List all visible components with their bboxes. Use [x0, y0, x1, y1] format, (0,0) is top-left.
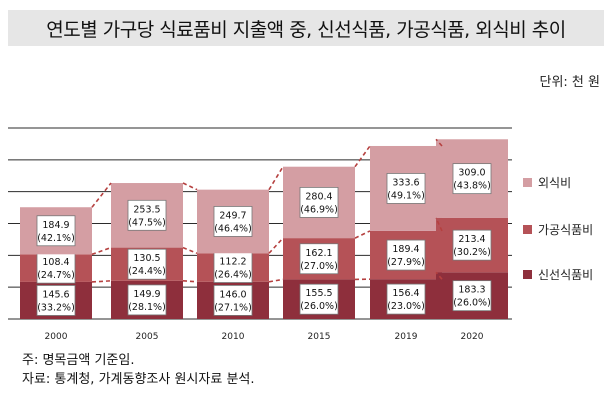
data-label-box — [299, 243, 339, 275]
unit-label: 단위: 천 원 — [539, 75, 601, 90]
connector-line — [268, 278, 284, 283]
data-label-box — [386, 283, 426, 315]
connector-line — [91, 182, 112, 208]
chart-title-bar: 연도별 가구당 식료품비 지출액 중, 신선식품, 가공식품, 외식비 추이 — [8, 10, 604, 46]
data-label-value: 213.4 — [458, 234, 485, 245]
legend-label-processed: 가공식품비 — [538, 223, 594, 237]
connector-line — [354, 145, 371, 168]
data-label-share: (49.1%) — [387, 190, 425, 201]
data-label-value: 249.7 — [219, 210, 246, 221]
data-label-box — [452, 280, 492, 312]
data-label-box — [36, 252, 76, 284]
legend-item-fresh: 신선식품비 — [523, 266, 593, 283]
data-label-share: (42.1%) — [37, 233, 75, 244]
connector-line — [91, 246, 112, 256]
x-tick-label: 2015 — [308, 332, 331, 342]
data-label-share: (24.7%) — [37, 270, 75, 281]
connector-line — [91, 280, 112, 283]
data-label-value: 280.4 — [305, 191, 332, 202]
data-label-box — [299, 187, 339, 218]
connector-line — [435, 271, 443, 280]
data-label-box — [36, 215, 76, 247]
x-tick-label: 2000 — [45, 332, 68, 342]
connector-line — [354, 230, 371, 239]
connector-line — [435, 217, 443, 232]
data-label-share: (28.1%) — [128, 302, 166, 313]
data-label-share: (43.8%) — [453, 181, 491, 192]
data-label-value: 130.5 — [133, 253, 160, 264]
data-label-box — [386, 173, 426, 204]
data-label-value: 155.5 — [305, 288, 332, 299]
x-tick-label: 2020 — [461, 332, 484, 342]
data-label-share: (27.9%) — [387, 257, 425, 268]
legend-label-fresh: 신선식품비 — [538, 268, 594, 282]
legend-item-processed: 가공식품비 — [523, 221, 593, 238]
data-label-value: 108.4 — [42, 257, 69, 268]
connector-line — [182, 182, 198, 191]
data-label-share: (27.0%) — [300, 261, 338, 272]
data-label-value: 146.0 — [219, 289, 246, 300]
connector-line — [268, 166, 284, 191]
data-label-box — [386, 239, 426, 271]
data-label-box — [127, 284, 167, 316]
data-label-value: 333.6 — [392, 177, 419, 188]
data-label-value: 156.4 — [392, 288, 419, 299]
data-label-value: 309.0 — [458, 168, 485, 179]
data-label-share: (24.4%) — [128, 266, 166, 277]
data-label-box — [299, 283, 339, 315]
footnote-source: 자료: 통계청, 가계동향조사 원시자료 분석. — [22, 372, 255, 387]
data-label-share: (26.0%) — [453, 298, 491, 309]
data-label-box — [452, 229, 492, 261]
footnotes: 주: 명목금액 기준임. 자료: 통계청, 가계동향조사 원시자료 분석. — [22, 351, 255, 389]
legend-item-dining: 외식비 — [523, 174, 571, 191]
data-label-box — [127, 199, 167, 231]
connector-line — [182, 280, 198, 283]
data-label-box — [452, 163, 492, 195]
footnote-basis: 주: 명목금액 기준임. — [22, 353, 135, 368]
data-label-share: (26.4%) — [214, 270, 252, 281]
data-label-box — [213, 252, 253, 283]
x-tick-label: 2019 — [395, 332, 418, 342]
data-label-value: 189.4 — [392, 244, 419, 255]
data-label-share: (23.0%) — [387, 301, 425, 312]
data-label-value: 112.2 — [219, 257, 246, 268]
chart-title: 연도별 가구당 식료품비 지출액 중, 신선식품, 가공식품, 외식비 추이 — [46, 18, 566, 41]
data-label-share: (33.2%) — [37, 302, 75, 313]
data-label-share: (26.0%) — [300, 301, 338, 312]
connector-line — [435, 138, 443, 147]
legend-label-dining: 외식비 — [538, 176, 572, 190]
data-label-value: 162.1 — [305, 248, 332, 259]
data-label-share: (27.1%) — [214, 302, 252, 313]
connector-line — [182, 246, 198, 254]
legend-swatch-dining — [523, 178, 532, 187]
data-label-value: 184.9 — [42, 220, 69, 231]
legend-swatch-processed — [523, 225, 532, 234]
data-label-value: 183.3 — [458, 285, 485, 296]
x-tick-label: 2010 — [222, 332, 245, 342]
x-tick-label: 2005 — [136, 332, 159, 342]
data-label-value: 145.6 — [42, 289, 69, 300]
data-label-box — [213, 206, 253, 237]
data-label-box — [36, 285, 76, 316]
data-label-share: (47.5%) — [128, 217, 166, 228]
connector-line — [268, 237, 284, 254]
data-label-value: 149.9 — [133, 289, 160, 300]
data-label-box — [127, 248, 167, 280]
data-label-value: 253.5 — [133, 204, 160, 215]
data-label-share: (30.2%) — [453, 247, 491, 258]
data-label-share: (46.4%) — [214, 223, 252, 234]
data-label-share: (46.9%) — [300, 204, 338, 215]
legend-swatch-fresh — [523, 270, 532, 279]
data-label-box — [213, 285, 253, 316]
